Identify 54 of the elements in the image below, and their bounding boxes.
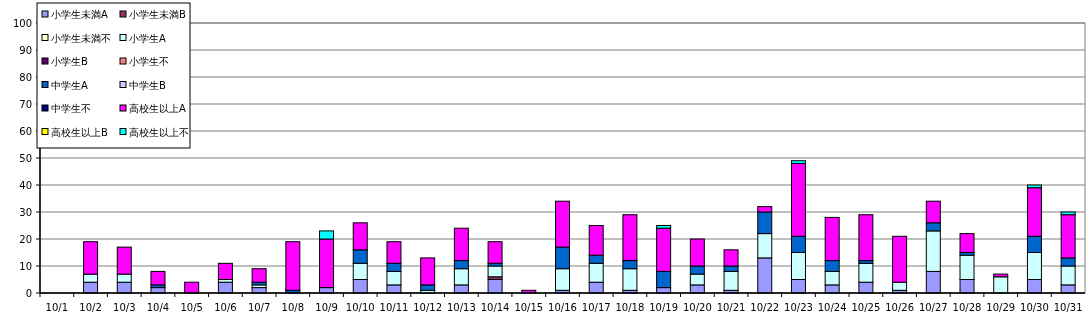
x-tick-label: 10/15 — [514, 302, 544, 313]
x-tick-label: 10/4 — [146, 302, 170, 313]
legend-label: 中学生不 — [51, 103, 91, 114]
x-tick-label: 10/13 — [446, 302, 476, 313]
legend-label: 小学生未満不 — [51, 32, 111, 44]
x-tick-label: 10/3 — [113, 302, 136, 313]
x-tick-label: 10/27 — [918, 302, 948, 313]
x-tick-label: 10/19 — [649, 302, 679, 313]
x-tick-label: 10/26 — [885, 302, 915, 313]
x-tick-label: 10/2 — [79, 302, 102, 313]
x-tick-label: 10/5 — [180, 302, 203, 313]
x-tick-label: 10/9 — [315, 302, 338, 313]
y-tick-label: 20 — [19, 234, 32, 245]
legend-label: 高校生以上不 — [129, 126, 189, 138]
x-tick-label: 10/8 — [281, 302, 305, 313]
legend-label: 高校生以上B — [51, 126, 108, 138]
legend-label: 中学生B — [129, 79, 166, 91]
y-tick-label: 60 — [19, 126, 32, 137]
x-tick-label: 10/14 — [480, 302, 510, 313]
x-tick-label: 10/6 — [214, 302, 237, 313]
y-tick-label: 0 — [25, 288, 32, 299]
x-tick-label: 10/25 — [851, 302, 881, 313]
x-tick-label: 10/18 — [615, 302, 645, 313]
legend-label: 中学生A — [51, 79, 88, 91]
legend-label: 小学生不 — [129, 56, 169, 67]
x-tick-label: 10/24 — [817, 302, 847, 313]
x-tick-label: 10/30 — [1020, 302, 1049, 313]
legend-label: 小学生A — [129, 32, 166, 44]
legend-label: 高校生以上A — [129, 103, 186, 114]
y-tick-label: 30 — [19, 207, 32, 218]
y-tick-label: 50 — [19, 153, 32, 164]
y-tick-label: 90 — [19, 45, 32, 56]
x-tick-label: 10/23 — [784, 302, 813, 313]
y-tick-label: 40 — [19, 180, 32, 191]
x-tick-label: 10/11 — [379, 302, 409, 313]
x-tick-label: 10/31 — [1053, 302, 1083, 313]
x-tick-label: 10/29 — [986, 302, 1016, 313]
y-tick-label: 80 — [19, 72, 32, 83]
y-tick-label: 100 — [12, 18, 32, 29]
x-tick-label: 10/10 — [345, 302, 375, 313]
x-tick-label: 10/28 — [952, 302, 982, 313]
x-tick-label: 10/17 — [581, 302, 611, 313]
x-tick-label: 10/12 — [413, 302, 443, 313]
x-tick-label: 10/21 — [716, 302, 746, 313]
x-tick-label: 10/7 — [247, 302, 271, 313]
legend-label: 小学生B — [51, 56, 88, 67]
legend-label: 小学生未満A — [51, 9, 108, 20]
legend-label: 小学生未満B — [129, 9, 186, 20]
x-tick-label: 10/16 — [548, 302, 577, 313]
y-tick-label: 10 — [19, 261, 32, 272]
x-tick-label: 10/20 — [682, 302, 712, 313]
y-tick-label: 70 — [19, 99, 32, 110]
x-tick-label: 10/1 — [45, 302, 69, 313]
x-tick-label: 10/22 — [750, 302, 780, 313]
